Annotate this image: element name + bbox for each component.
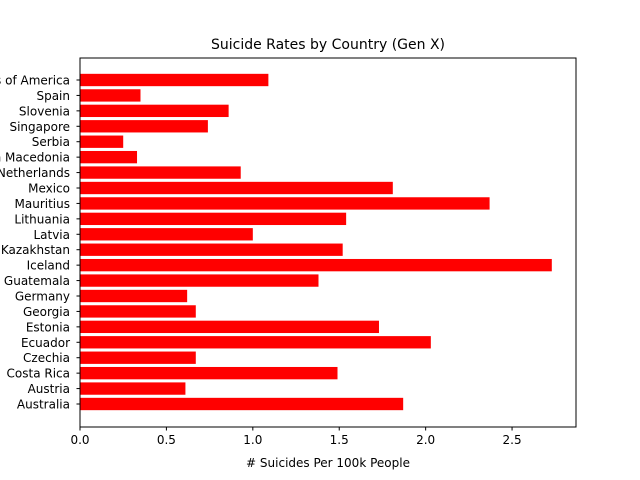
bar-czechia (80, 351, 196, 364)
y-tick-label: Singapore (9, 120, 70, 134)
y-tick-label: Slovenia (19, 104, 70, 118)
bar-serbia (80, 135, 124, 148)
bars-group (80, 73, 552, 411)
bar-ecuador (80, 336, 431, 349)
y-tick-label: Austria (28, 382, 70, 396)
y-tick-label: Lithuania (14, 212, 70, 226)
y-tick-label: Iceland (27, 259, 70, 273)
bar-austria (80, 382, 186, 395)
bar-australia (80, 397, 404, 411)
bar-spain (80, 89, 141, 102)
x-ticks: 0.0 0.5 1.0 1.5 2.0 2.5 (70, 427, 522, 447)
y-tick-label: Georgia (23, 305, 70, 319)
bar-guatemala (80, 274, 319, 287)
bar-mauritius (80, 197, 490, 210)
y-tick-label: Netherlands (0, 166, 70, 180)
y-tick-label: Ecuador (21, 336, 70, 350)
y-tick-label: United States of America (0, 74, 70, 88)
x-tick-label: 2.0 (416, 433, 435, 447)
y-tick-label: Spain (36, 89, 70, 103)
bar-kazakhstan (80, 243, 343, 256)
y-tick-label: Serbia (32, 135, 70, 149)
y-tick-label: Kazakhstan (1, 243, 70, 257)
y-tick-label: Czechia (23, 351, 70, 365)
bar-slovenia (80, 104, 229, 118)
y-tick-label: Mexico (28, 182, 70, 196)
y-tick-label: Germany (15, 290, 70, 304)
y-tick-label: Mauritius (15, 197, 70, 211)
x-tick-label: 1.0 (243, 433, 262, 447)
y-tick-label: Latvia (33, 228, 70, 242)
bar-mexico (80, 181, 393, 195)
x-tick-label: 1.5 (330, 433, 349, 447)
y-tick-label: Costa Rica (7, 367, 70, 381)
x-tick-label: 0.5 (157, 433, 176, 447)
y-tick-label: North Macedonia (0, 151, 70, 165)
bar-iceland (80, 258, 552, 272)
bar-latvia (80, 228, 253, 241)
y-tick-label: Guatemala (4, 274, 70, 288)
y-tick-label: Estonia (26, 320, 70, 334)
bar-netherlands (80, 166, 241, 179)
bar-north-macedonia (80, 150, 138, 164)
bar-singapore (80, 120, 208, 133)
chart-title: Suicide Rates by Country (Gen X) (211, 37, 445, 53)
bar-lithuania (80, 212, 347, 226)
bar-costa-rica (80, 366, 338, 380)
bar-estonia (80, 320, 379, 334)
plot-frame (79, 57, 577, 428)
x-tick-label: 2.5 (503, 433, 522, 447)
bar-germany (80, 289, 188, 303)
y-tick-label: Australia (17, 398, 70, 412)
bar-united-states-of-america (80, 73, 269, 87)
x-tick-label: 0.0 (70, 433, 89, 447)
x-axis-title: # Suicides Per 100k People (246, 456, 410, 470)
bar-georgia (80, 305, 196, 318)
